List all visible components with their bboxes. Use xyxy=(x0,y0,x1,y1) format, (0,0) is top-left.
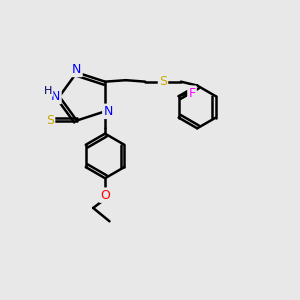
Text: S: S xyxy=(159,75,167,88)
Text: H: H xyxy=(44,85,52,96)
Text: S: S xyxy=(46,114,54,127)
Text: O: O xyxy=(100,189,110,202)
Text: N: N xyxy=(103,105,113,118)
Text: F: F xyxy=(188,87,196,100)
Text: N: N xyxy=(51,90,61,103)
Text: N: N xyxy=(72,63,82,76)
